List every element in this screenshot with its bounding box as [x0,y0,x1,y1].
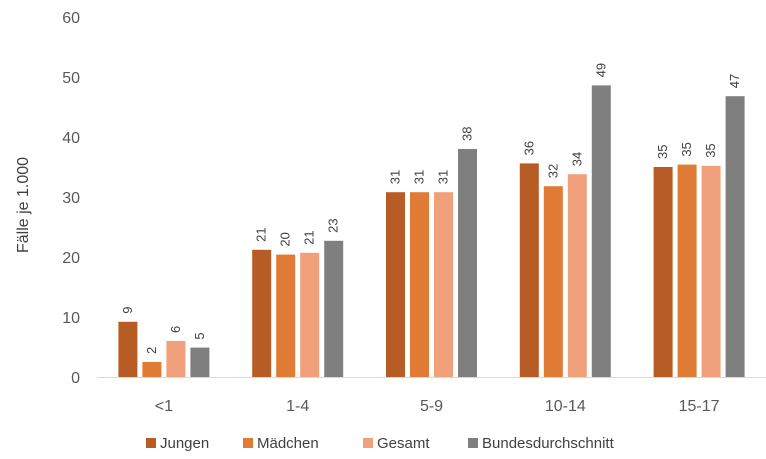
bar [386,192,405,377]
data-label: 20 [278,232,293,246]
data-label: 5 [192,332,207,339]
legend-swatch [363,438,373,448]
bar [324,240,344,377]
y-axis-title: Fälle je 1.000 [15,157,32,253]
data-label: 2 [144,347,159,354]
y-tick-label: 40 [62,130,80,147]
y-tick-label: 50 [62,70,80,87]
data-label: 23 [326,218,341,232]
legend-swatch [146,438,156,448]
bar [653,167,673,377]
data-label: 31 [412,170,427,184]
y-tick-label: 10 [62,310,80,327]
bar [190,347,210,377]
data-label: 31 [388,170,403,184]
bar [567,174,587,377]
data-label: 21 [302,230,317,244]
bar [142,362,162,377]
legend-swatch [468,438,478,448]
x-axis-ticks: <1 1-4 5-9 10-14 15-17 [155,398,720,415]
bar [410,192,429,377]
legend: Jungen Mädchen Gesamt Bundesdurchschnitt [146,435,615,452]
data-label: 35 [655,145,670,159]
bar [434,192,453,377]
y-tick-label: 60 [62,10,80,27]
bar [543,186,563,377]
bar [701,165,721,377]
y-tick-label: 30 [62,190,80,207]
data-label: 35 [703,143,718,157]
data-label: 47 [727,74,742,88]
data-label: 49 [593,63,608,77]
bar [458,149,477,377]
data-label: 31 [436,170,451,184]
data-label: 21 [254,227,269,241]
bar [725,96,745,377]
x-tick-label: 1-4 [286,398,309,415]
data-label: 35 [679,142,694,156]
bar [166,341,186,377]
data-label: 9 [120,307,135,314]
legend-label: Bundesdurchschnitt [482,435,615,452]
x-tick-label: <1 [155,398,173,415]
x-tick-label: 15-17 [679,398,720,415]
x-tick-label: 10-14 [545,398,586,415]
bar [519,163,539,377]
legend-swatch [243,438,253,448]
data-label: 6 [168,326,183,333]
bar [118,321,138,377]
data-label: 32 [545,164,560,178]
bar [300,252,320,377]
legend-label: Jungen [160,435,209,452]
legend-label: Gesamt [377,435,430,452]
bar [677,164,697,377]
legend-label: Mädchen [257,435,319,452]
y-tick-label: 20 [62,250,80,267]
y-tick-label: 0 [71,370,80,387]
bars [118,85,745,378]
data-labels: 9 2 6 5 21 20 21 23 31 31 31 38 36 32 34 49 35 35 35 47 [120,63,742,354]
bar [276,254,296,377]
data-label: 36 [521,141,536,155]
bar [252,249,272,377]
data-label: 34 [569,152,584,166]
data-label: 38 [460,127,475,141]
x-tick-label: 5-9 [420,398,443,415]
bar [591,85,611,378]
y-axis-ticks: 0 10 20 30 40 50 60 [62,10,80,387]
